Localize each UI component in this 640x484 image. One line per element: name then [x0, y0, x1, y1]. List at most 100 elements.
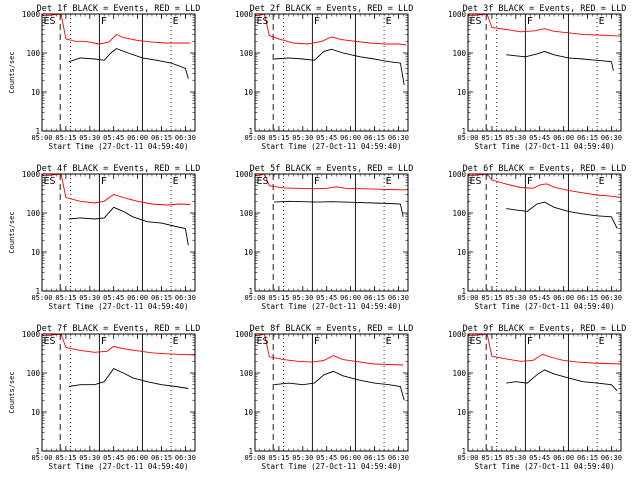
y-axis-label: Counts/sec	[8, 371, 16, 413]
marker-label: F	[314, 16, 320, 27]
panel-title: Det 7f BLACK = Events, RED = LLD	[37, 324, 201, 334]
detector-panel: Det 4f BLACK = Events, RED = LLD Counts/s…	[8, 164, 200, 311]
y-tick-label: 10	[31, 88, 41, 97]
y-tick-label: 10	[244, 88, 254, 97]
x-tick-label: 05:45	[316, 134, 337, 142]
x-tick-label: 06:00	[553, 134, 574, 142]
series-black	[68, 48, 189, 79]
detector-panel: Det 6f BLACK = Events, RED = LLD 1 10 100 10…	[448, 164, 626, 311]
x-tick-label: 06:15	[364, 294, 385, 302]
x-axis-label: Start Time (27-Oct-11 04:59:40)	[475, 142, 615, 151]
x-tick-label: 05:30	[79, 454, 100, 462]
marker-label: ES	[470, 16, 482, 27]
y-tick-label: 1000	[235, 330, 254, 339]
detector-panel: Det 1f BLACK = Events, RED = LLD Counts/s…	[8, 4, 200, 151]
x-tick-label: 05:30	[79, 134, 100, 142]
x-tick-label: 06:30	[175, 294, 196, 302]
marker-label: F	[527, 16, 533, 27]
x-tick-label: 05:30	[505, 454, 526, 462]
marker-label: ES	[470, 176, 482, 187]
marker-label: E	[386, 16, 392, 27]
x-tick-label: 06:30	[175, 134, 196, 142]
series-red	[468, 174, 621, 198]
y-tick-label: 10	[31, 248, 41, 257]
panel-title: Det 5f BLACK = Events, RED = LLD	[250, 164, 414, 174]
x-tick-label: 05:45	[529, 454, 550, 462]
y-tick-label: 1	[35, 287, 40, 296]
marker-label: E	[599, 176, 605, 187]
marker-label: ES	[44, 176, 56, 187]
plot-frame	[467, 13, 622, 132]
y-tick-label: 10	[244, 248, 254, 257]
detector-panel: Det 3f BLACK = Events, RED = LLD 1 10 100 10…	[448, 4, 626, 151]
series-black	[274, 200, 404, 217]
y-tick-label: 10	[31, 408, 41, 417]
x-tick-label: 05:00	[457, 134, 478, 142]
y-axis-label: Counts/sec	[8, 211, 16, 253]
x-tick-label: 05:45	[103, 134, 124, 142]
marker-label: F	[527, 336, 533, 347]
x-axis-label: Start Time (27-Oct-11 04:59:40)	[49, 142, 189, 151]
marker-label: E	[173, 16, 179, 27]
panel-title: Det 3f BLACK = Events, RED = LLD	[463, 4, 627, 14]
x-tick-label: 06:15	[577, 134, 598, 142]
x-tick-label: 05:45	[529, 134, 550, 142]
plot-frame	[254, 173, 409, 292]
x-tick-label: 05:15	[55, 294, 76, 302]
x-tick-label: 06:00	[553, 294, 574, 302]
x-tick-label: 05:00	[244, 454, 265, 462]
x-tick-label: 05:00	[244, 294, 265, 302]
y-tick-label: 1	[35, 127, 40, 136]
x-axis-label: Start Time (27-Oct-11 04:59:40)	[262, 142, 402, 151]
marker-label: E	[599, 336, 605, 347]
y-tick-label: 1000	[22, 170, 41, 179]
y-tick-label: 10	[457, 88, 467, 97]
x-tick-label: 06:00	[553, 454, 574, 462]
detector-panel: Det 2f BLACK = Events, RED = LLD 1 10 100 10…	[235, 4, 413, 151]
plot-frame	[254, 13, 409, 132]
series-red	[42, 14, 191, 45]
plot-frame	[467, 173, 622, 292]
x-tick-label: 06:30	[601, 454, 622, 462]
plot-frame	[41, 333, 196, 452]
x-axis-label: Start Time (27-Oct-11 04:59:40)	[262, 462, 402, 471]
x-tick-label: 06:30	[601, 134, 622, 142]
y-tick-label: 100	[26, 369, 40, 378]
series-red	[255, 14, 407, 46]
y-tick-label: 1	[461, 127, 466, 136]
y-tick-label: 100	[239, 369, 253, 378]
x-tick-label: 05:45	[316, 454, 337, 462]
x-tick-label: 05:00	[31, 454, 52, 462]
y-tick-label: 1	[461, 447, 466, 456]
marker-label: ES	[257, 336, 269, 347]
detector-panel: Det 9f BLACK = Events, RED = LLD 1 10 100 10…	[448, 324, 626, 471]
y-tick-label: 10	[244, 408, 254, 417]
x-tick-label: 06:15	[577, 294, 598, 302]
y-tick-label: 10	[457, 408, 467, 417]
x-tick-label: 06:00	[127, 454, 148, 462]
y-tick-label: 1000	[448, 170, 467, 179]
marker-label: F	[101, 16, 107, 27]
marker-label: ES	[44, 16, 56, 27]
x-tick-label: 06:15	[151, 454, 172, 462]
panel-title: Det 6f BLACK = Events, RED = LLD	[463, 164, 627, 174]
marker-label: F	[314, 336, 320, 347]
panel-title: Det 9f BLACK = Events, RED = LLD	[463, 324, 627, 334]
x-tick-label: 06:30	[601, 294, 622, 302]
x-tick-label: 06:15	[577, 454, 598, 462]
x-tick-label: 05:30	[505, 134, 526, 142]
x-tick-label: 05:15	[481, 454, 502, 462]
marker-label: E	[173, 176, 179, 187]
x-tick-label: 06:00	[127, 134, 148, 142]
x-tick-label: 05:00	[31, 294, 52, 302]
y-tick-label: 1000	[448, 10, 467, 19]
y-tick-label: 100	[239, 49, 253, 58]
marker-label: F	[314, 176, 320, 187]
x-tick-label: 05:30	[292, 454, 313, 462]
marker-label: ES	[44, 336, 56, 347]
y-axis-label: Counts/sec	[8, 51, 16, 93]
x-tick-label: 06:00	[340, 454, 361, 462]
y-tick-label: 100	[452, 209, 466, 218]
panel-title: Det 2f BLACK = Events, RED = LLD	[250, 4, 414, 14]
